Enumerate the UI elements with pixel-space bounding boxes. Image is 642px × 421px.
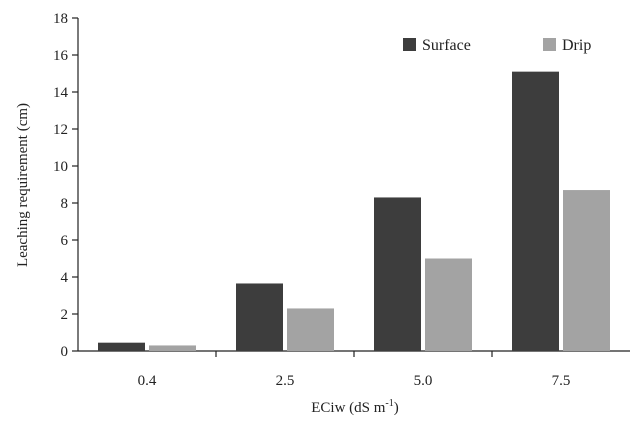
bar-drip-0_4: [149, 345, 196, 351]
y-tick-label: 4: [61, 270, 69, 286]
x-tick-label: 0.4: [138, 373, 157, 389]
legend: Surface Drip: [403, 37, 591, 54]
y-tick-label: 0: [61, 344, 69, 360]
x-axis-title: ECiw (dS m-1): [311, 398, 399, 416]
bars: [98, 71, 610, 352]
x-axis-title-superscript: -1: [385, 398, 393, 409]
y-tick-label: 6: [61, 233, 69, 249]
x-tick-label: 2.5: [276, 373, 295, 389]
bar-surface-2_5: [236, 283, 283, 351]
legend-label-surface: Surface: [422, 37, 471, 54]
legend-label-drip: Drip: [562, 37, 591, 54]
legend-swatch-drip: [543, 38, 556, 51]
y-tick-label: 10: [53, 159, 68, 175]
x-tick-label: 5.0: [414, 373, 433, 389]
x-axis-title-close: ): [394, 400, 399, 416]
y-tick-label: 18: [53, 11, 68, 27]
y-axis-title: Leaching requirement (cm): [15, 103, 31, 267]
y-tick-label: 8: [61, 196, 69, 212]
bar-drip-2_5: [287, 308, 334, 351]
bar-surface-5_0: [374, 197, 421, 351]
y-tick-label: 2: [61, 307, 69, 323]
x-axis: 0.4 2.5 5.0 7.5: [138, 351, 571, 389]
y-tick-label: 16: [53, 48, 69, 64]
legend-swatch-surface: [403, 38, 416, 51]
y-tick-label: 14: [53, 85, 69, 101]
bar-surface-0_4: [98, 342, 145, 351]
bar-drip-5_0: [425, 258, 472, 351]
bar-surface-7_5: [512, 71, 559, 352]
x-tick-label: 7.5: [552, 373, 571, 389]
y-axis: 0 2 4 6 8 10 12 14 16 18: [53, 11, 78, 360]
y-tick-label: 12: [53, 122, 68, 138]
x-axis-title-main: ECiw (dS m: [311, 400, 386, 416]
bar-drip-7_5: [563, 190, 610, 351]
